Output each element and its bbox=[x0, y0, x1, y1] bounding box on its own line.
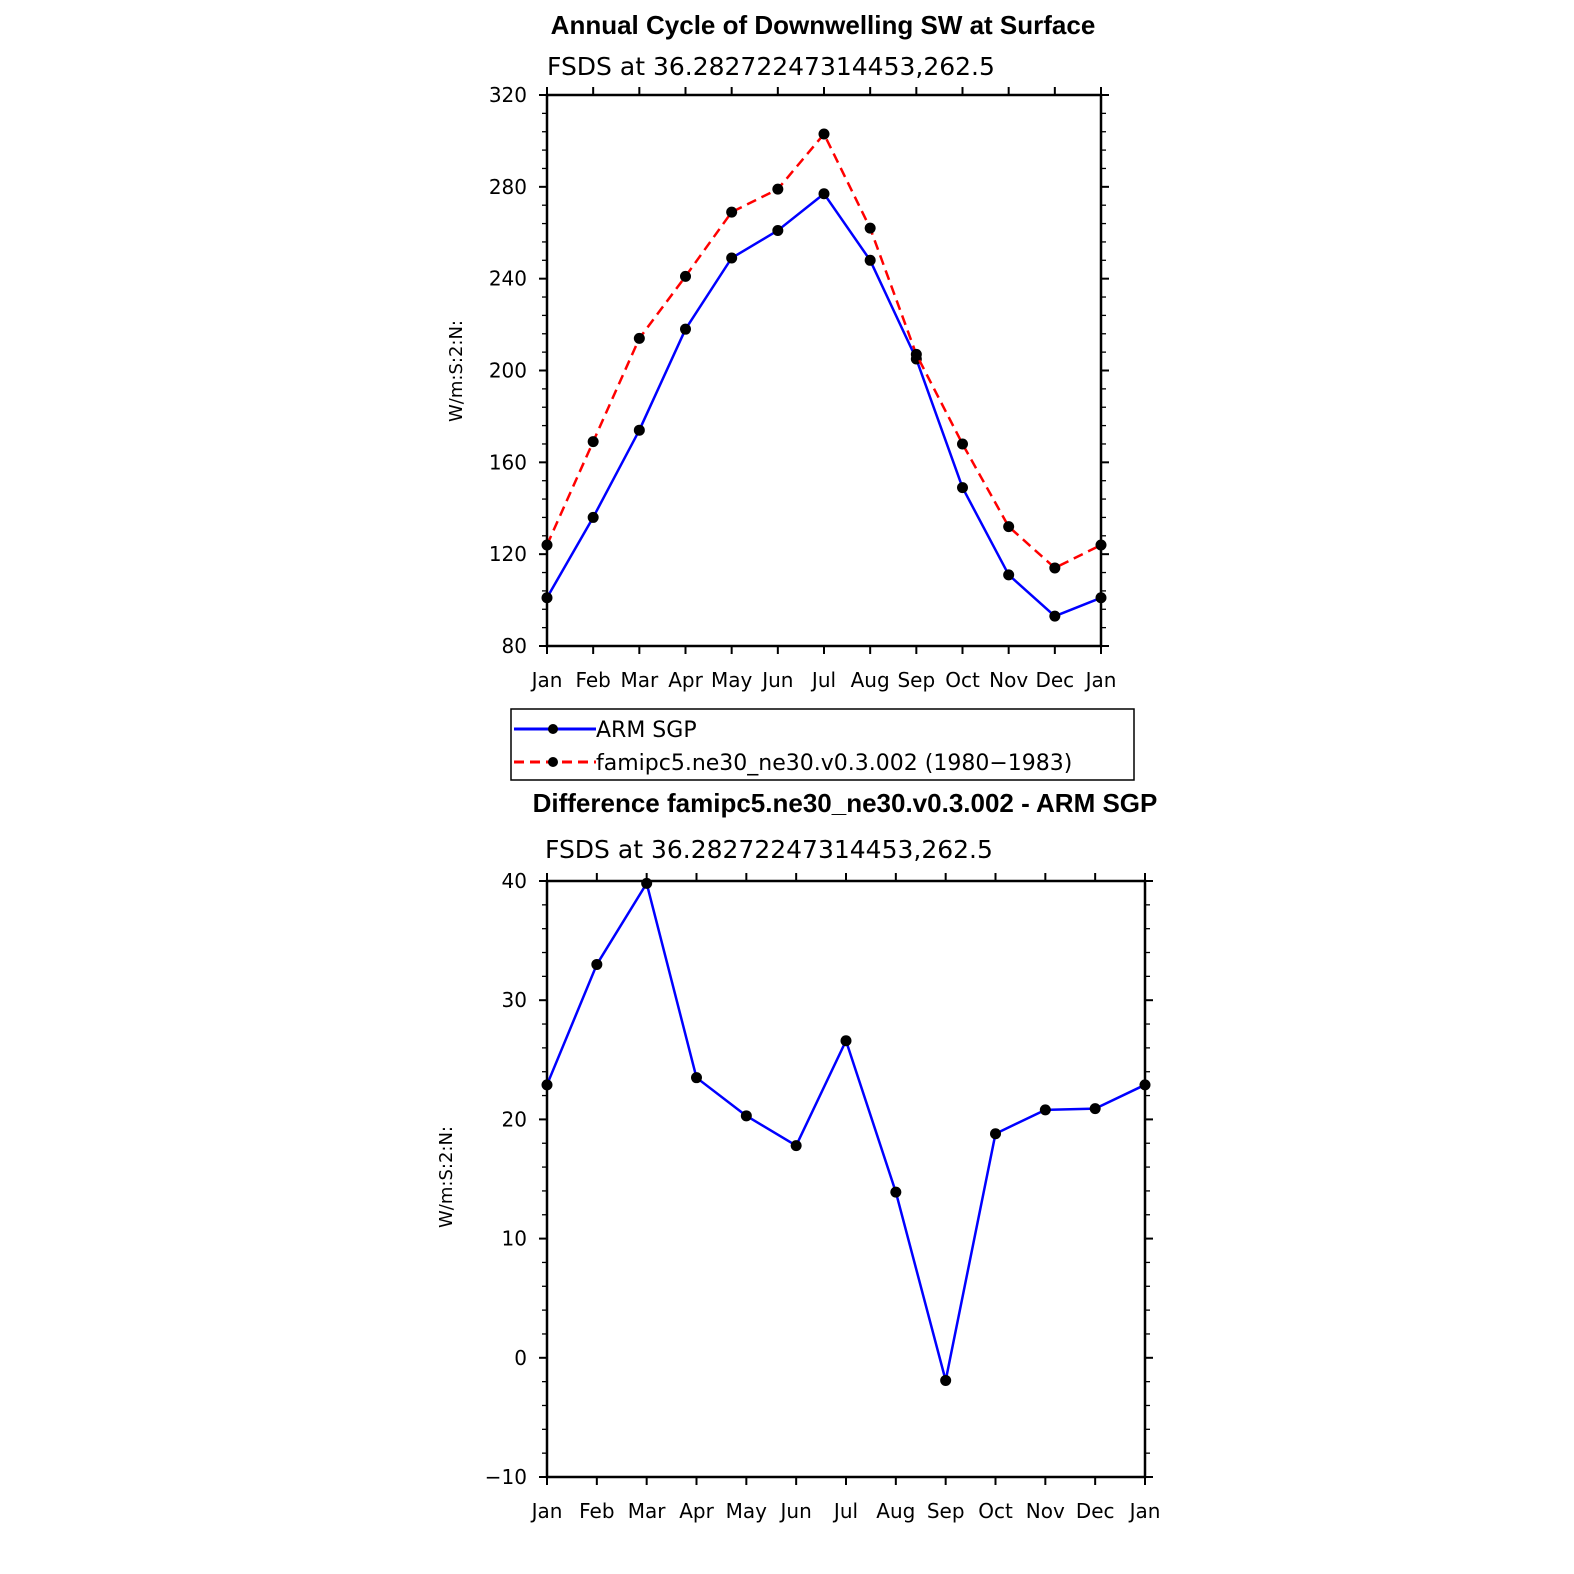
top-y-tick-label: 240 bbox=[489, 267, 527, 291]
bottom-x-tick-label: Sep bbox=[927, 1499, 965, 1523]
top-chart-title: Annual Cycle of Downwelling SW at Surfac… bbox=[551, 10, 1096, 40]
top-y-tick-label: 120 bbox=[489, 542, 527, 566]
top-x-tick-label: Dec bbox=[1035, 668, 1074, 692]
bottom-x-tick-label: Jul bbox=[832, 1499, 858, 1523]
top-series-0-point bbox=[772, 224, 784, 236]
top-series-0-point bbox=[726, 252, 738, 264]
top-series-1-point bbox=[818, 128, 830, 140]
top-series-0-point bbox=[1003, 569, 1015, 581]
bottom-y-tick-label: 0 bbox=[514, 1346, 527, 1370]
top-series-0-point bbox=[864, 254, 876, 266]
top-x-tick-label: Apr bbox=[668, 668, 703, 692]
bottom-y-tick-label: 30 bbox=[502, 988, 527, 1012]
bottom-series-0-point bbox=[790, 1140, 802, 1152]
legend-marker-model bbox=[548, 757, 558, 767]
bottom-y-tick-label: 10 bbox=[502, 1227, 527, 1251]
legend-label-model: famipc5.ne30_ne30.v0.3.002 (1980−1983) bbox=[596, 751, 1072, 776]
top-plot-frame bbox=[545, 93, 1103, 648]
top-y-tick-label: 200 bbox=[489, 359, 527, 383]
top-series-1-point bbox=[680, 270, 691, 282]
bottom-series-0-point bbox=[940, 1374, 952, 1386]
bottom-y-tick-label: 20 bbox=[502, 1107, 527, 1131]
top-x-tick-label: Mar bbox=[620, 668, 659, 692]
top-series-0-point bbox=[1095, 592, 1107, 604]
top-x-tick-label: Oct bbox=[945, 668, 980, 692]
top-plot-panel: Jan Feb Mar Apr May Jun Jul Aug Sep Oct Nov Dec Jan8… bbox=[489, 83, 1117, 692]
bottom-x-tick-label: Jan bbox=[530, 1499, 563, 1523]
legend: ARM SGP famipc5.ne30_ne30.v0.3.002 (1980… bbox=[510, 708, 1135, 781]
bottom-y-axis-label: W/m:S:2:N: bbox=[436, 1126, 457, 1228]
bottom-series-0-point bbox=[691, 1072, 702, 1084]
top-series-1-point bbox=[772, 183, 784, 195]
top-series-0-point bbox=[957, 482, 968, 494]
top-x-tick-label: Jan bbox=[1084, 668, 1117, 692]
top-y-axis-label: W/m:S:2:N: bbox=[446, 320, 467, 422]
bottom-y-tick-label: 40 bbox=[502, 869, 527, 893]
top-series-0-point bbox=[818, 188, 830, 200]
bottom-series-0-point bbox=[740, 1110, 752, 1122]
top-series-1-point bbox=[1003, 521, 1015, 533]
top-series-0-point bbox=[633, 424, 645, 436]
bottom-series-0-point bbox=[1139, 1079, 1151, 1091]
top-series-1-point bbox=[587, 436, 599, 448]
top-x-tick-label: Jan bbox=[530, 668, 563, 692]
bottom-x-tick-label: Apr bbox=[679, 1499, 714, 1523]
bottom-series-0-point bbox=[890, 1186, 902, 1198]
bottom-x-tick-label: Dec bbox=[1076, 1499, 1115, 1523]
top-series-1-point bbox=[1049, 562, 1061, 574]
top-y-tick-label: 80 bbox=[502, 634, 527, 658]
bottom-x-tick-label: Oct bbox=[978, 1499, 1013, 1523]
top-y-tick-label: 280 bbox=[489, 175, 527, 199]
bottom-plot-panel: Jan Feb Mar Apr May Jun Jul Aug Sep Oct Nov Dec Jan−… bbox=[485, 869, 1161, 1523]
bottom-x-tick-label: Jun bbox=[779, 1499, 812, 1523]
bottom-chart-subtitle: FSDS at 36.28272247314453,262.5 bbox=[545, 835, 993, 864]
top-x-tick-label: Jul bbox=[810, 668, 836, 692]
bottom-x-tick-label: Jan bbox=[1128, 1499, 1161, 1523]
bottom-series-0-point bbox=[641, 877, 653, 889]
bottom-x-tick-label: May bbox=[726, 1499, 768, 1523]
top-x-tick-label: Nov bbox=[989, 668, 1028, 692]
top-series-1-point bbox=[957, 438, 968, 450]
bottom-chart-title: Difference famipc5.ne30_ne30.v0.3.002 - … bbox=[533, 788, 1158, 818]
bottom-plot-frame bbox=[545, 879, 1147, 1479]
top-series-1-point bbox=[864, 222, 876, 234]
top-x-tick-label: Sep bbox=[897, 668, 935, 692]
bottom-series-0-line bbox=[545, 882, 1146, 1382]
top-x-tick-label: May bbox=[711, 668, 753, 692]
top-x-tick-label: Feb bbox=[575, 668, 610, 692]
top-series-1-point bbox=[541, 539, 553, 551]
top-y-tick-label: 160 bbox=[489, 450, 527, 474]
legend-label-arm-sgp: ARM SGP bbox=[596, 718, 697, 743]
bottom-series-0-point bbox=[591, 958, 603, 970]
top-x-tick-label: Jun bbox=[760, 668, 793, 692]
top-series-0-line bbox=[545, 192, 1102, 618]
bottom-series-0-point bbox=[541, 1079, 553, 1091]
top-y-tick-label: 320 bbox=[489, 83, 527, 107]
top-series-1-point bbox=[910, 348, 922, 360]
top-series-0-point bbox=[541, 592, 553, 604]
bottom-y-tick-label: −10 bbox=[485, 1465, 527, 1489]
legend-marker-arm-sgp bbox=[548, 724, 558, 734]
top-series-0-point bbox=[1049, 610, 1061, 622]
top-series-1-point bbox=[633, 332, 645, 344]
top-series-1-point bbox=[726, 206, 738, 218]
legend-box bbox=[510, 708, 1135, 781]
bottom-x-tick-label: Aug bbox=[876, 1499, 915, 1523]
bottom-series-0-point bbox=[990, 1128, 1001, 1140]
top-chart-subtitle: FSDS at 36.28272247314453,262.5 bbox=[547, 52, 995, 81]
top-x-tick-label: Aug bbox=[851, 668, 890, 692]
bottom-series-0-point bbox=[840, 1035, 852, 1047]
bottom-x-tick-label: Mar bbox=[628, 1499, 667, 1523]
bottom-x-tick-label: Nov bbox=[1026, 1499, 1065, 1523]
top-series-1-point bbox=[1095, 539, 1107, 551]
bottom-series-0-point bbox=[1089, 1103, 1101, 1115]
top-series-0-point bbox=[680, 323, 691, 335]
top-series-0-point bbox=[587, 511, 599, 523]
bottom-x-tick-label: Feb bbox=[579, 1499, 614, 1523]
bottom-series-0-point bbox=[1039, 1104, 1051, 1116]
